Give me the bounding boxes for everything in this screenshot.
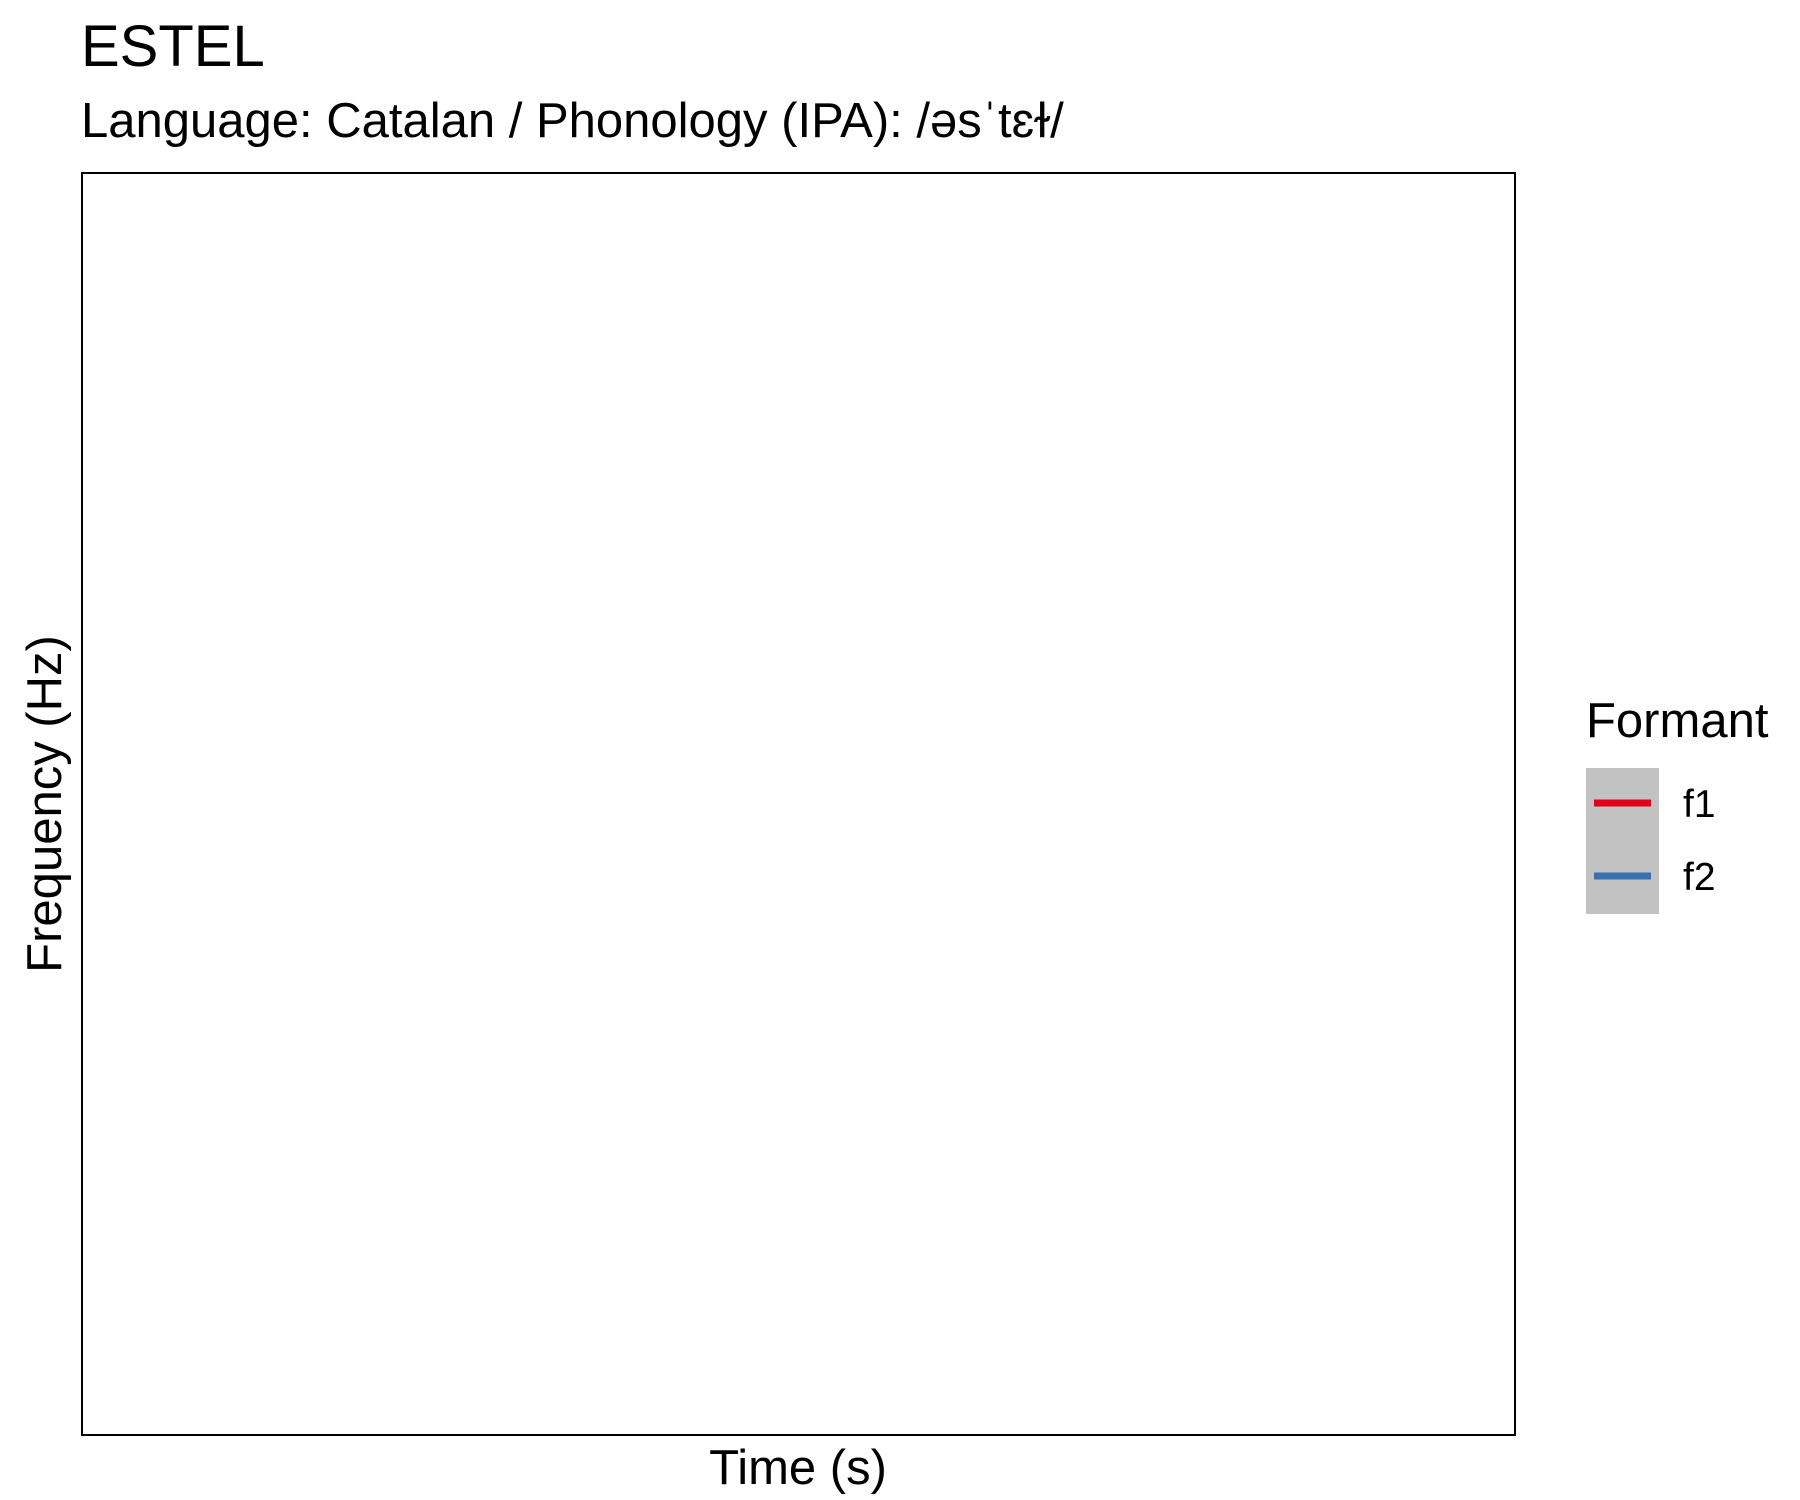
legend-key-background — [1586, 768, 1659, 914]
plot-panel — [81, 172, 1516, 1436]
chart-subtitle: Language: Catalan / Phonology (IPA): /əs… — [81, 94, 1064, 148]
legend: Formant f1 f2 — [1586, 694, 1769, 914]
legend-label-f2: f2 — [1683, 856, 1716, 899]
legend-title: Formant — [1586, 694, 1769, 748]
legend-label-f1: f1 — [1683, 783, 1716, 826]
x-axis-label: Time (s) — [709, 1441, 887, 1495]
chart-title: ESTEL — [81, 14, 265, 79]
y-axis-label: Frequency (Hz) — [18, 635, 72, 973]
